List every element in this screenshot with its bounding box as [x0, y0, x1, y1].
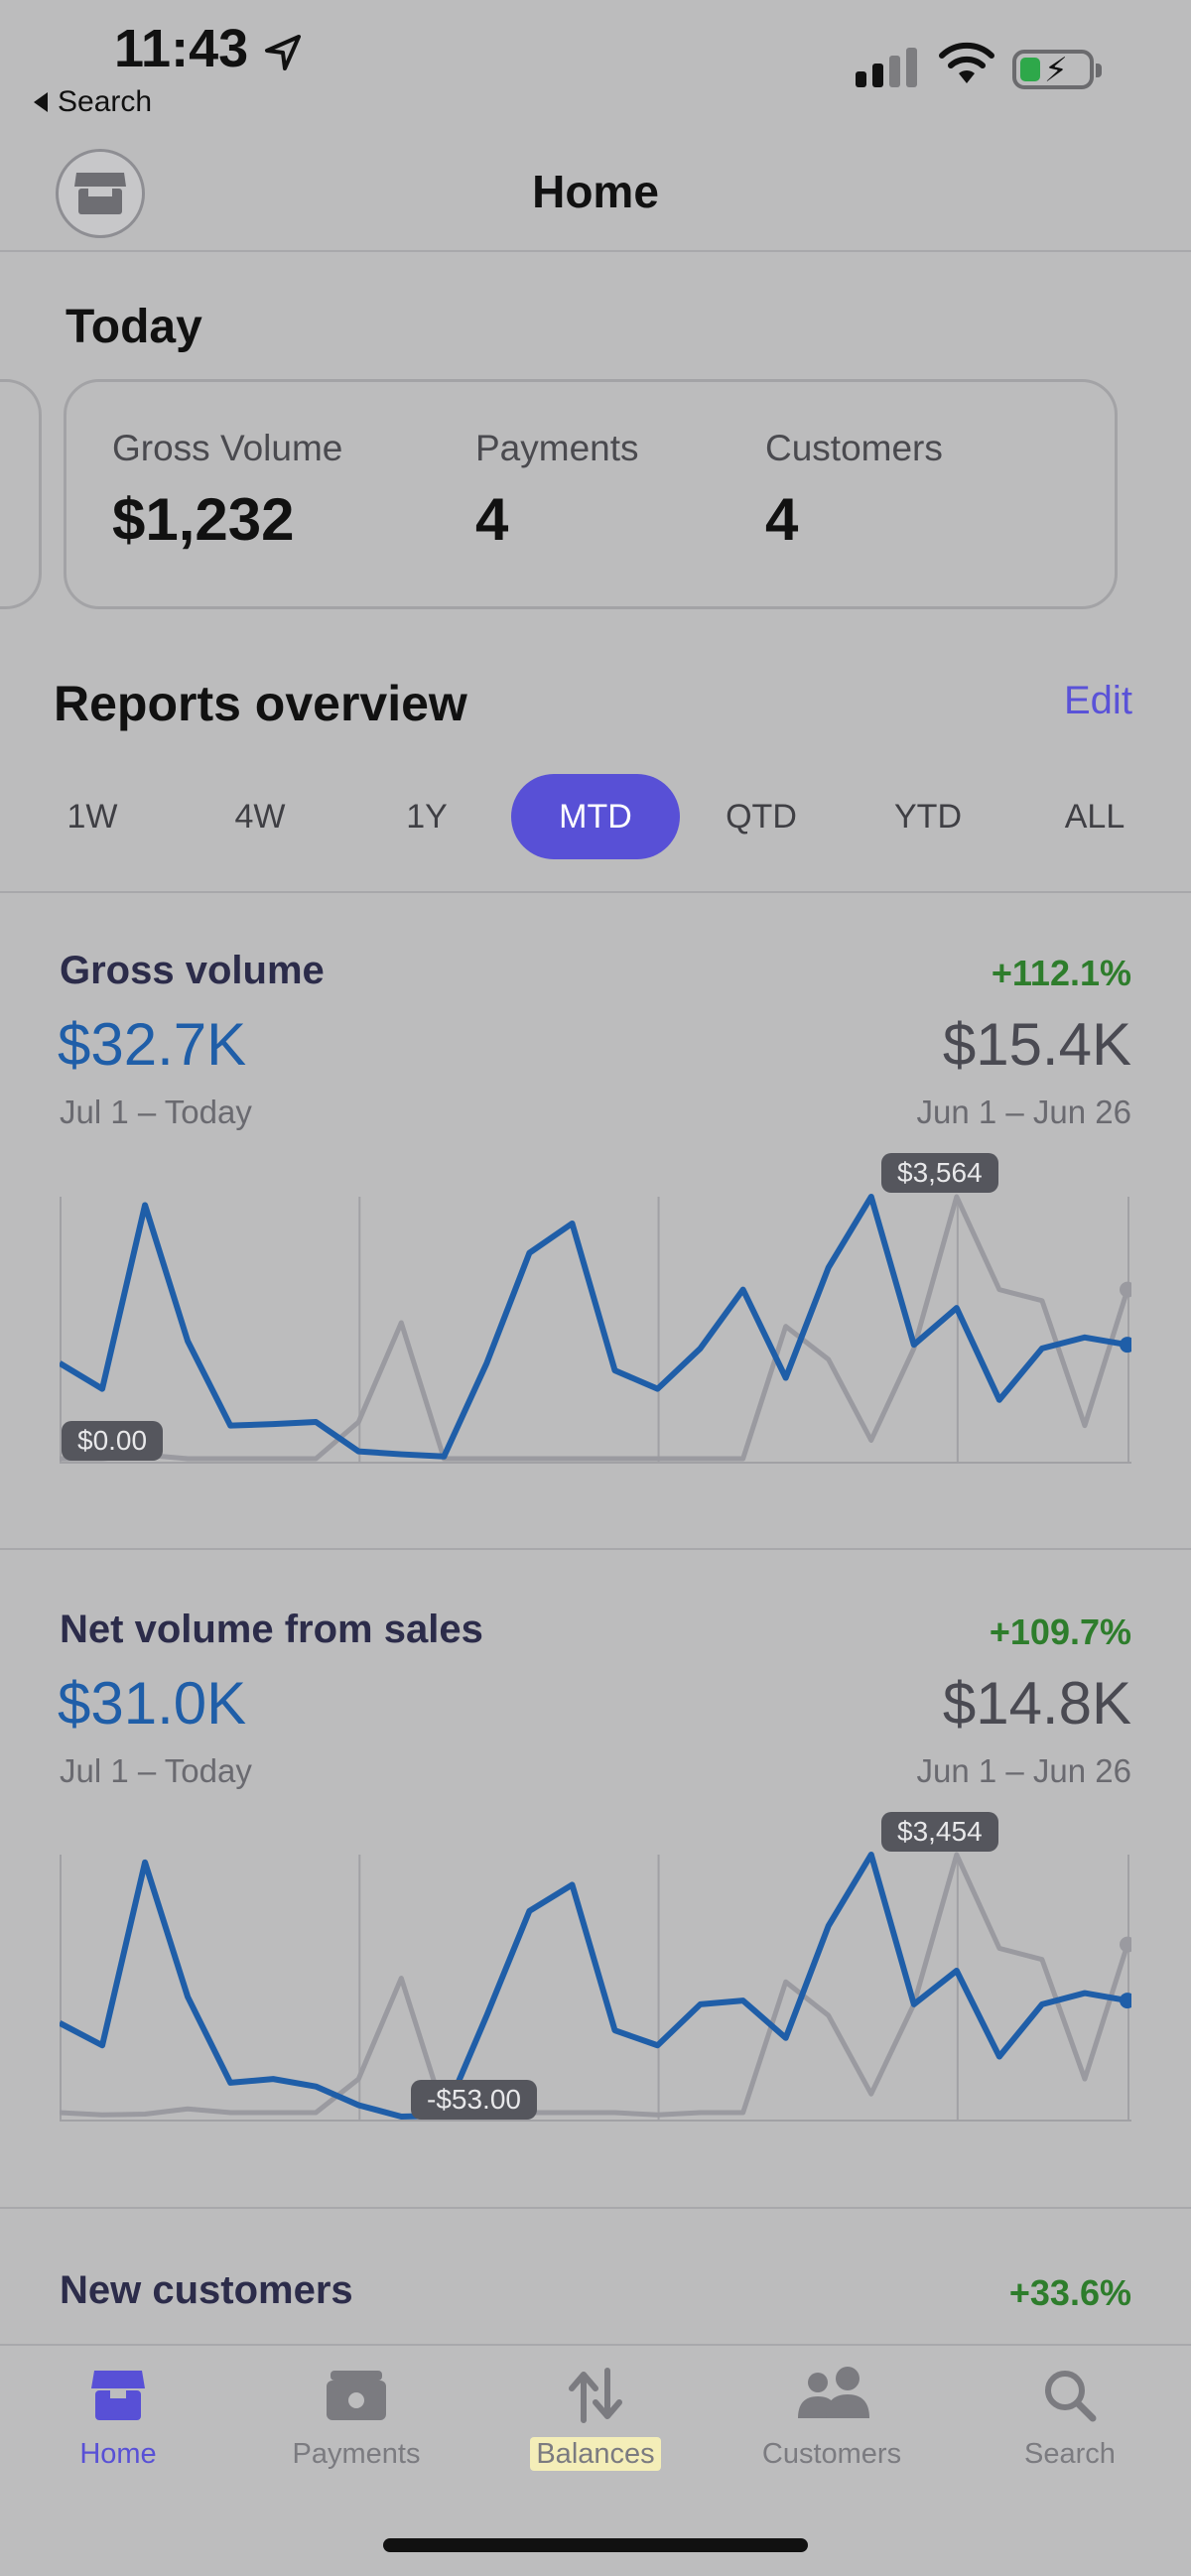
gross-volume-chart: [60, 1194, 1131, 1464]
tab-label: Payments: [292, 2438, 421, 2470]
section-title: New customers: [60, 2268, 353, 2312]
current-period-end-point: [1120, 1337, 1131, 1353]
today-summary-card[interactable]: Gross Volume $1,232 Payments 4 Customers…: [64, 379, 1118, 609]
page-title: Home: [532, 166, 659, 217]
previous-card-peek[interactable]: [0, 379, 42, 609]
range-tab-all[interactable]: ALL: [1064, 797, 1125, 836]
metric-value: $1,232: [112, 486, 295, 553]
battery-charging-icon: ⚡: [1012, 50, 1102, 89]
current-value: $32.7K: [58, 1011, 247, 1078]
section-divider: [0, 2207, 1191, 2209]
range-tab-qtd[interactable]: QTD: [726, 797, 797, 836]
range-tab-1w[interactable]: 1W: [66, 797, 118, 836]
previous-period-line: [60, 1194, 1130, 1462]
section-title: Net volume from sales: [60, 1608, 483, 1651]
net-volume-chart: [60, 1852, 1131, 2122]
tab-label: Home: [79, 2438, 157, 2470]
previous-value: $15.4K: [942, 1011, 1131, 1078]
previous-range: Jun 1 – Jun 26: [916, 1752, 1132, 1789]
tab-label: Customers: [761, 2438, 902, 2470]
wifi-icon: [939, 42, 994, 83]
account-avatar[interactable]: [56, 149, 145, 238]
today-heading: Today: [66, 301, 202, 353]
metric-label: Customers: [765, 428, 943, 468]
store-icon: [91, 2371, 145, 2420]
header-divider: [0, 250, 1191, 252]
tab-label: Search: [1024, 2438, 1116, 2470]
min-value-chip: -$53.00: [411, 2080, 537, 2120]
metric-value: 4: [765, 486, 799, 553]
metric-label: Payments: [475, 428, 639, 468]
payments-metric: Payments 4: [475, 428, 639, 554]
metric-value: 4: [475, 486, 509, 553]
people-icon: [798, 2367, 869, 2418]
new-customers-card[interactable]: New customers +33.6%: [0, 2209, 1191, 2344]
cellular-signal-icon: [856, 48, 917, 87]
previous-period-end-point: [1120, 1936, 1131, 1953]
percent-change: +33.6%: [1008, 2272, 1131, 2313]
status-time: 11:43: [114, 18, 303, 79]
tab-search[interactable]: Search: [961, 2367, 1179, 2471]
tab-balances[interactable]: Balances: [486, 2367, 705, 2471]
back-to-search-link[interactable]: Search: [34, 85, 152, 119]
reports-overview-heading: Reports overview: [54, 676, 467, 731]
range-tab-4w[interactable]: 4W: [234, 797, 286, 836]
previous-range: Jun 1 – Jun 26: [916, 1094, 1132, 1130]
tab-payments[interactable]: Payments: [247, 2367, 465, 2471]
current-range: Jul 1 – Today: [60, 1752, 252, 1789]
location-arrow-icon: [265, 34, 302, 70]
home-indicator: [383, 2538, 808, 2552]
metric-label: Gross Volume: [112, 428, 343, 468]
previous-period-line: [60, 1852, 1130, 2118]
previous-period-end-point: [1120, 1281, 1131, 1298]
section-divider: [0, 1548, 1191, 1550]
customers-metric: Customers 4: [765, 428, 943, 554]
current-period-line: [60, 1852, 1128, 2120]
max-value-chip: $3,454: [881, 1812, 998, 1852]
current-period-end-point: [1120, 1993, 1131, 2009]
section-title: Gross volume: [60, 949, 325, 992]
percent-change: +112.1%: [991, 953, 1131, 993]
range-tab-1y[interactable]: 1Y: [406, 797, 448, 836]
tab-label: Balances: [530, 2437, 661, 2471]
range-tab-ytd[interactable]: YTD: [894, 797, 962, 836]
gross-volume-card[interactable]: Gross volume +112.1% $32.7K $15.4K Jul 1…: [0, 893, 1191, 1548]
edit-reports-button[interactable]: Edit: [1064, 679, 1132, 722]
range-tab-mtd[interactable]: MTD: [511, 774, 680, 859]
transfer-arrows-icon: [569, 2368, 622, 2423]
wallet-icon: [327, 2371, 386, 2420]
min-value-chip: $0.00: [62, 1421, 164, 1461]
current-period-line: [60, 1194, 1128, 1460]
tab-customers[interactable]: Customers: [723, 2367, 941, 2471]
net-volume-card[interactable]: Net volume from sales +109.7% $31.0K $14…: [0, 1550, 1191, 2205]
back-triangle-icon: [34, 92, 48, 112]
section-divider: [0, 891, 1191, 893]
current-value: $31.0K: [58, 1670, 247, 1737]
search-icon: [1045, 2371, 1097, 2422]
gross-volume-metric: Gross Volume $1,232: [112, 428, 342, 554]
store-icon: [74, 173, 126, 214]
percent-change: +109.7%: [989, 1611, 1131, 1652]
current-range: Jul 1 – Today: [60, 1094, 252, 1130]
previous-value: $14.8K: [942, 1670, 1131, 1737]
tab-home[interactable]: Home: [9, 2367, 227, 2471]
max-value-chip: $3,564: [881, 1153, 998, 1193]
